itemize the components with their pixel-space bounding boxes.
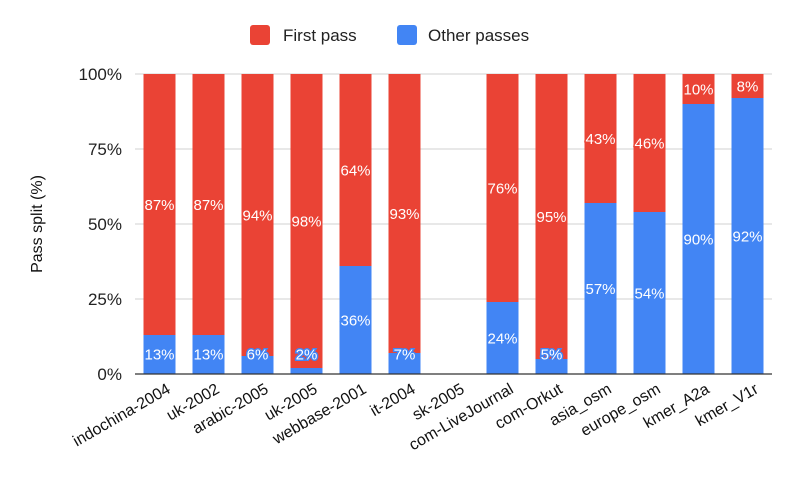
legend-label-first-pass: First pass: [283, 26, 357, 45]
bar-first-pass: [241, 74, 274, 356]
data-label-other-passes: 92%: [732, 229, 762, 246]
bar-first-pass: [633, 74, 666, 212]
bar-other-passes: [731, 98, 764, 374]
bar-first-pass: [388, 74, 421, 353]
data-label-first-pass: 87%: [144, 197, 174, 214]
bar-other-passes: [143, 335, 176, 374]
bar-other-passes: [290, 368, 323, 374]
legend: First pass Other passes: [250, 25, 529, 45]
gridlines: [135, 73, 772, 300]
data-label-other-passes: 6%: [247, 347, 269, 364]
data-label-other-passes: 7%: [394, 347, 416, 364]
data-label-other-passes: 24%: [487, 331, 517, 348]
bar-other-passes: [388, 353, 421, 374]
bar-first-pass: [290, 74, 323, 368]
data-label-first-pass: 94%: [242, 208, 272, 225]
bar-other-passes: [633, 212, 666, 374]
data-label-first-pass: 93%: [389, 206, 419, 223]
x-axis-ticks: indochina-2004uk-2002arabic-2005uk-2005w…: [70, 380, 762, 454]
data-label-first-pass: 10%: [683, 82, 713, 99]
data-label-other-passes: 54%: [634, 286, 664, 303]
bar-first-pass: [339, 74, 372, 266]
x-tick-label: indochina-2004: [70, 381, 173, 450]
data-label-other-passes: 2%: [296, 347, 318, 364]
data-label-other-passes: 13%: [144, 347, 174, 364]
data-label-other-passes: 90%: [683, 232, 713, 249]
y-axis-label: Pass split (%): [29, 175, 46, 273]
bar-other-passes: [535, 359, 568, 374]
bar-first-pass: [535, 74, 568, 359]
legend-label-other-passes: Other passes: [428, 26, 529, 45]
y-tick-label: 75%: [88, 140, 122, 159]
data-label-other-passes: 57%: [585, 281, 615, 298]
y-axis-ticks: 0% 25% 50% 75% 100%: [79, 65, 122, 384]
y-tick-label: 25%: [88, 290, 122, 309]
data-label-first-pass: 98%: [291, 214, 321, 231]
bar-other-passes: [339, 266, 372, 374]
data-label-first-pass: 46%: [634, 136, 664, 153]
bar-other-passes: [584, 203, 617, 374]
bar-first-pass: [584, 74, 617, 203]
data-label-first-pass: 8%: [737, 79, 759, 96]
x-tick-label: it-2004: [368, 381, 419, 420]
data-labels: 87% 13% 87% 13% 94% 6% 98% 2% 64% 36% 93% 7% 76% 24% 9…: [143, 77, 764, 365]
bar-first-pass: [143, 74, 176, 335]
bar-first-pass: [192, 74, 225, 335]
y-tick-label: 100%: [79, 65, 122, 84]
bar-first-pass: [486, 74, 519, 302]
bar-other-passes: [682, 104, 715, 374]
legend-swatch-other-passes: [397, 25, 417, 45]
y-tick-label: 50%: [88, 215, 122, 234]
y-tick-label: 0%: [97, 365, 122, 384]
data-label-first-pass: 95%: [536, 209, 566, 226]
data-label-first-pass: 64%: [340, 163, 370, 180]
data-label-other-passes: 5%: [541, 347, 563, 364]
data-label-first-pass: 87%: [193, 197, 223, 214]
bar-other-passes: [486, 302, 519, 374]
bar-first-pass: [682, 74, 715, 104]
data-label-first-pass: 43%: [585, 131, 615, 148]
bar-other-passes: [192, 335, 225, 374]
bar-first-pass: [731, 74, 764, 98]
data-label-first-pass: 76%: [487, 181, 517, 198]
data-label-other-passes: 36%: [340, 313, 370, 330]
data-label-other-passes: 13%: [193, 347, 223, 364]
legend-swatch-first-pass: [250, 25, 270, 45]
bars: [143, 74, 764, 374]
bar-other-passes: [241, 356, 274, 374]
